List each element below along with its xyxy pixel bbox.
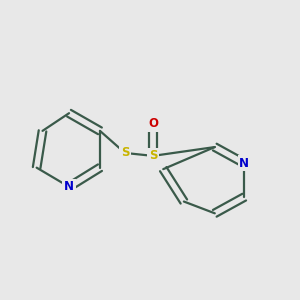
Text: S: S [121, 146, 129, 159]
Text: S: S [149, 149, 157, 162]
Text: O: O [148, 117, 158, 130]
Text: N: N [239, 157, 249, 170]
Text: N: N [64, 180, 74, 193]
